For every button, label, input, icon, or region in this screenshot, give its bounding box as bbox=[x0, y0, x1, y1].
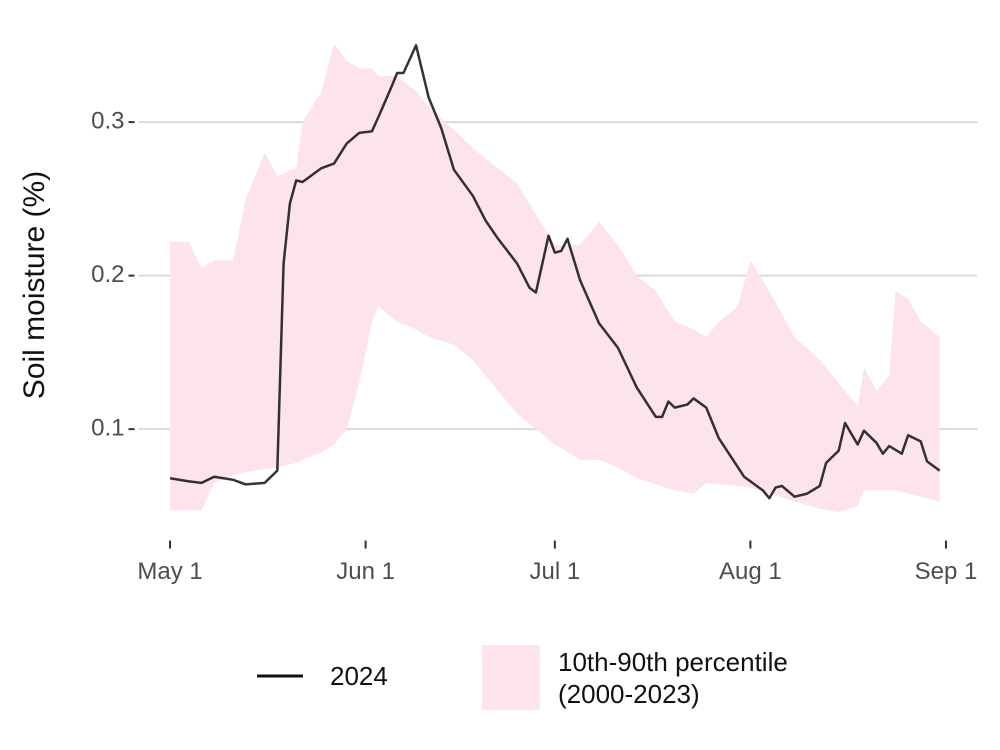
legend-label: 2024 bbox=[330, 661, 388, 691]
percentile-band bbox=[170, 43, 940, 513]
legend-swatch bbox=[482, 645, 540, 710]
x-tick-label: May 1 bbox=[137, 558, 202, 585]
legend-label: 10th-90th percentile (2000-2023) bbox=[558, 647, 788, 709]
y-tick-label: 0.2 bbox=[91, 261, 124, 288]
x-tick-label: Jun 1 bbox=[336, 558, 395, 585]
y-tick-label: 0.1 bbox=[91, 414, 124, 441]
x-tick-label: Aug 1 bbox=[719, 558, 782, 585]
y-tick-label: 0.3 bbox=[91, 107, 124, 134]
y-axis-label: Soil moisture (%) bbox=[18, 171, 51, 399]
line bbox=[169, 44, 941, 500]
x-tick-label: Jul 1 bbox=[529, 558, 580, 585]
x-tick-label: Sep 1 bbox=[915, 558, 978, 585]
